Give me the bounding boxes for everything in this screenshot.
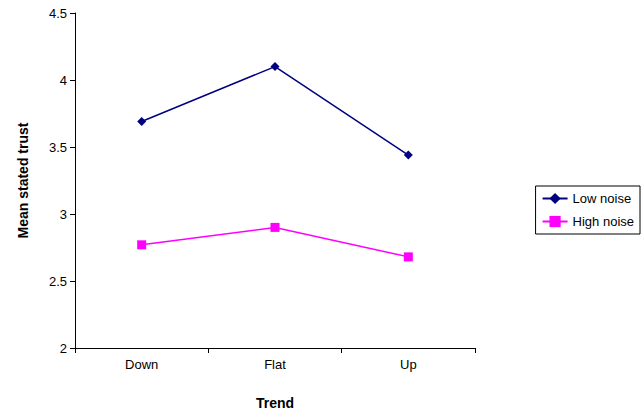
svg-text:Trend: Trend [256, 395, 294, 411]
svg-text:4: 4 [60, 73, 67, 88]
svg-text:Up: Up [400, 357, 417, 372]
svg-text:2.5: 2.5 [49, 274, 67, 289]
svg-text:3: 3 [60, 207, 67, 222]
svg-text:2: 2 [60, 341, 67, 356]
svg-text:Mean stated trust: Mean stated trust [15, 122, 31, 238]
svg-text:High noise: High noise [573, 214, 634, 229]
svg-text:4.5: 4.5 [49, 6, 67, 21]
svg-text:3.5: 3.5 [49, 140, 67, 155]
svg-text:Down: Down [125, 357, 158, 372]
svg-text:Flat: Flat [264, 357, 286, 372]
svg-text:Low noise: Low noise [573, 191, 632, 206]
